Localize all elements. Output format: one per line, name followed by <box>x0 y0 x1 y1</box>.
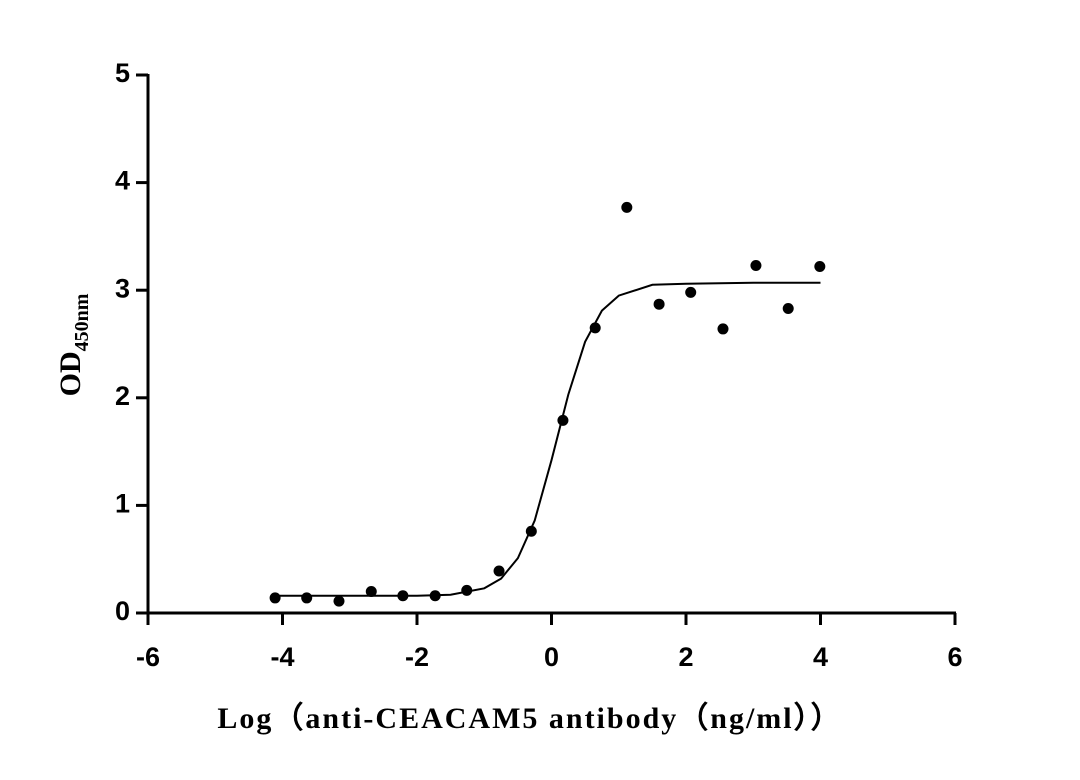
data-point <box>782 302 794 314</box>
x-tick-label: 6 <box>947 642 962 672</box>
data-point <box>589 322 601 334</box>
y-tick-label: 2 <box>115 381 130 411</box>
data-point <box>525 525 537 537</box>
x-tick-label: 2 <box>678 642 693 672</box>
data-point <box>429 590 441 602</box>
y-tick-label: 3 <box>115 273 130 303</box>
data-point <box>301 592 313 604</box>
data-point <box>717 323 729 335</box>
data-point <box>685 286 697 298</box>
y-axis-title-main: OD <box>54 351 87 396</box>
data-point <box>397 590 409 602</box>
y-axis-title-sub: 450nm <box>71 293 93 351</box>
data-point <box>461 584 473 596</box>
x-axis-title: Log（anti-CEACAM5 antibody（ng/ml）） <box>217 701 842 735</box>
y-axis-title: OD450nm <box>54 293 93 396</box>
data-point <box>814 261 826 273</box>
y-tick-label: 1 <box>115 489 130 519</box>
y-tick-label: 0 <box>115 596 130 626</box>
x-tick-label: 0 <box>544 642 559 672</box>
x-tick-label: -4 <box>270 642 294 672</box>
fit-curve <box>275 281 821 597</box>
data-point <box>493 565 505 577</box>
y-tick-label: 5 <box>115 58 130 88</box>
data-point <box>557 414 569 426</box>
data-point <box>621 201 633 213</box>
data-point <box>750 259 762 271</box>
x-tick-label: 4 <box>813 642 828 672</box>
x-tick-label: -2 <box>405 642 429 672</box>
y-tick-label: 4 <box>115 166 130 196</box>
x-tick-label: -6 <box>136 642 160 672</box>
y-axis-title-group: OD450nm <box>54 293 93 396</box>
data-point <box>365 585 377 597</box>
data-point <box>653 298 665 310</box>
data-point <box>333 595 345 607</box>
data-point <box>269 592 281 604</box>
